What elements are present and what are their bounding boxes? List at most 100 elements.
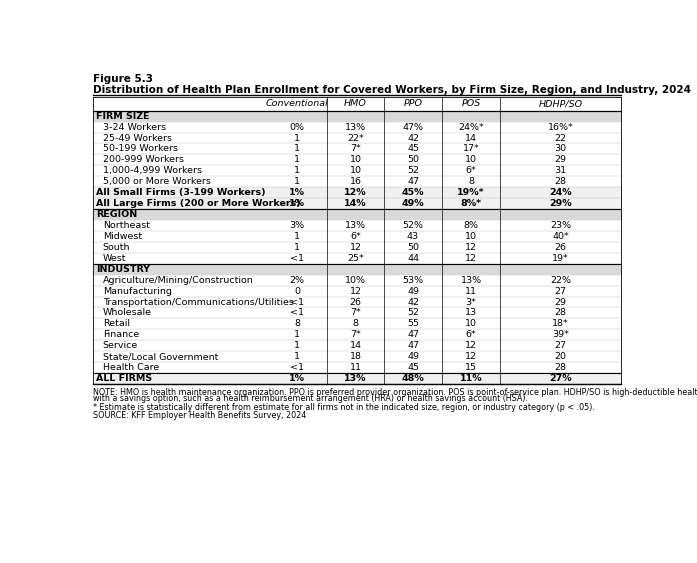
Text: 16: 16 bbox=[350, 177, 362, 186]
Text: 10: 10 bbox=[350, 166, 362, 175]
Text: Health Care: Health Care bbox=[102, 363, 159, 372]
Text: 6*: 6* bbox=[466, 330, 477, 339]
Text: INDUSTRY: INDUSTRY bbox=[95, 265, 150, 274]
Text: 0: 0 bbox=[294, 287, 300, 296]
Text: 10: 10 bbox=[465, 155, 477, 164]
Text: 53%: 53% bbox=[402, 276, 424, 285]
Bar bbox=[93, 319, 621, 329]
Bar bbox=[93, 132, 621, 144]
Text: 1%: 1% bbox=[289, 199, 305, 208]
Text: 50: 50 bbox=[407, 243, 419, 252]
Text: 12: 12 bbox=[465, 352, 477, 361]
Text: West: West bbox=[102, 254, 126, 263]
Text: 3%: 3% bbox=[289, 221, 305, 230]
Text: 8%: 8% bbox=[464, 221, 479, 230]
Text: 1: 1 bbox=[294, 145, 300, 154]
Text: 7*: 7* bbox=[351, 309, 361, 318]
Text: 7*: 7* bbox=[351, 145, 361, 154]
Text: Service: Service bbox=[102, 341, 138, 350]
Text: 10: 10 bbox=[465, 232, 477, 241]
Text: * Estimate is statistically different from estimate for all firms not in the ind: * Estimate is statistically different fr… bbox=[93, 403, 595, 412]
Text: 24%*: 24%* bbox=[458, 123, 484, 132]
Text: 200-999 Workers: 200-999 Workers bbox=[102, 155, 183, 164]
Text: 12: 12 bbox=[465, 254, 477, 263]
Text: 39*: 39* bbox=[552, 330, 569, 339]
Bar bbox=[93, 144, 621, 154]
Text: 43: 43 bbox=[407, 232, 419, 241]
Text: 13%: 13% bbox=[344, 374, 367, 383]
Text: 12: 12 bbox=[350, 287, 362, 296]
Text: 22*: 22* bbox=[347, 133, 364, 142]
Text: <1: <1 bbox=[290, 254, 304, 263]
Text: 2%: 2% bbox=[290, 276, 305, 285]
Text: 13%: 13% bbox=[461, 276, 482, 285]
Bar bbox=[93, 198, 621, 209]
Text: FIRM SIZE: FIRM SIZE bbox=[95, 111, 149, 120]
Text: 1: 1 bbox=[294, 177, 300, 186]
Text: 45%: 45% bbox=[401, 188, 424, 197]
Text: Figure 5.3: Figure 5.3 bbox=[93, 74, 153, 84]
Text: 49: 49 bbox=[407, 287, 419, 296]
Text: 50: 50 bbox=[407, 155, 419, 164]
Text: 19*: 19* bbox=[552, 254, 569, 263]
Text: 45: 45 bbox=[407, 145, 419, 154]
Text: Distribution of Health Plan Enrollment for Covered Workers, by Firm Size, Region: Distribution of Health Plan Enrollment f… bbox=[93, 85, 691, 95]
Text: 12%: 12% bbox=[344, 188, 367, 197]
Text: 28: 28 bbox=[555, 177, 567, 186]
Bar bbox=[93, 275, 621, 285]
Bar bbox=[93, 351, 621, 362]
Text: 6*: 6* bbox=[466, 166, 477, 175]
Text: 15: 15 bbox=[465, 363, 477, 372]
Text: 22: 22 bbox=[555, 133, 567, 142]
Text: 12: 12 bbox=[465, 341, 477, 350]
Text: 47%: 47% bbox=[402, 123, 424, 132]
Bar bbox=[93, 362, 621, 373]
Text: 1: 1 bbox=[294, 166, 300, 175]
Bar bbox=[93, 187, 621, 198]
Text: ALL FIRMS: ALL FIRMS bbox=[95, 374, 152, 383]
Bar bbox=[93, 166, 621, 176]
Text: 1: 1 bbox=[294, 155, 300, 164]
Bar bbox=[93, 176, 621, 187]
Bar bbox=[93, 307, 621, 319]
Text: 55: 55 bbox=[407, 319, 419, 328]
Text: 1: 1 bbox=[294, 352, 300, 361]
Text: 14: 14 bbox=[465, 133, 477, 142]
Text: 1: 1 bbox=[294, 330, 300, 339]
Text: 52: 52 bbox=[407, 166, 419, 175]
Text: 7*: 7* bbox=[351, 330, 361, 339]
Text: 49%: 49% bbox=[401, 199, 424, 208]
Text: Agriculture/Mining/Construction: Agriculture/Mining/Construction bbox=[102, 276, 254, 285]
Text: 11%: 11% bbox=[460, 374, 482, 383]
Text: 1%: 1% bbox=[289, 188, 305, 197]
Text: 44: 44 bbox=[407, 254, 419, 263]
Text: All Large Firms (200 or More Workers): All Large Firms (200 or More Workers) bbox=[95, 199, 300, 208]
Text: 11: 11 bbox=[350, 363, 362, 372]
Bar bbox=[93, 263, 621, 275]
Text: 22%: 22% bbox=[550, 276, 571, 285]
Text: 47: 47 bbox=[407, 177, 419, 186]
Text: 47: 47 bbox=[407, 330, 419, 339]
Text: Transportation/Communications/Utilities: Transportation/Communications/Utilities bbox=[102, 297, 293, 306]
Text: 29: 29 bbox=[555, 297, 567, 306]
Text: 27%: 27% bbox=[549, 374, 572, 383]
Bar bbox=[93, 209, 621, 220]
Bar bbox=[93, 253, 621, 263]
Text: 30: 30 bbox=[555, 145, 567, 154]
Bar bbox=[93, 97, 621, 111]
Text: 31: 31 bbox=[555, 166, 567, 175]
Text: 1%: 1% bbox=[289, 374, 305, 383]
Text: 18*: 18* bbox=[552, 319, 569, 328]
Text: 1: 1 bbox=[294, 133, 300, 142]
Text: 12: 12 bbox=[465, 243, 477, 252]
Text: 28: 28 bbox=[555, 363, 567, 372]
Text: 50-199 Workers: 50-199 Workers bbox=[102, 145, 178, 154]
Text: All Small Firms (3-199 Workers): All Small Firms (3-199 Workers) bbox=[95, 188, 266, 197]
Text: REGION: REGION bbox=[95, 210, 137, 219]
Text: 8: 8 bbox=[468, 177, 474, 186]
Text: Retail: Retail bbox=[102, 319, 130, 328]
Text: 1,000-4,999 Workers: 1,000-4,999 Workers bbox=[102, 166, 201, 175]
Bar bbox=[93, 373, 621, 384]
Text: 13%: 13% bbox=[345, 221, 366, 230]
Text: Northeast: Northeast bbox=[102, 221, 150, 230]
